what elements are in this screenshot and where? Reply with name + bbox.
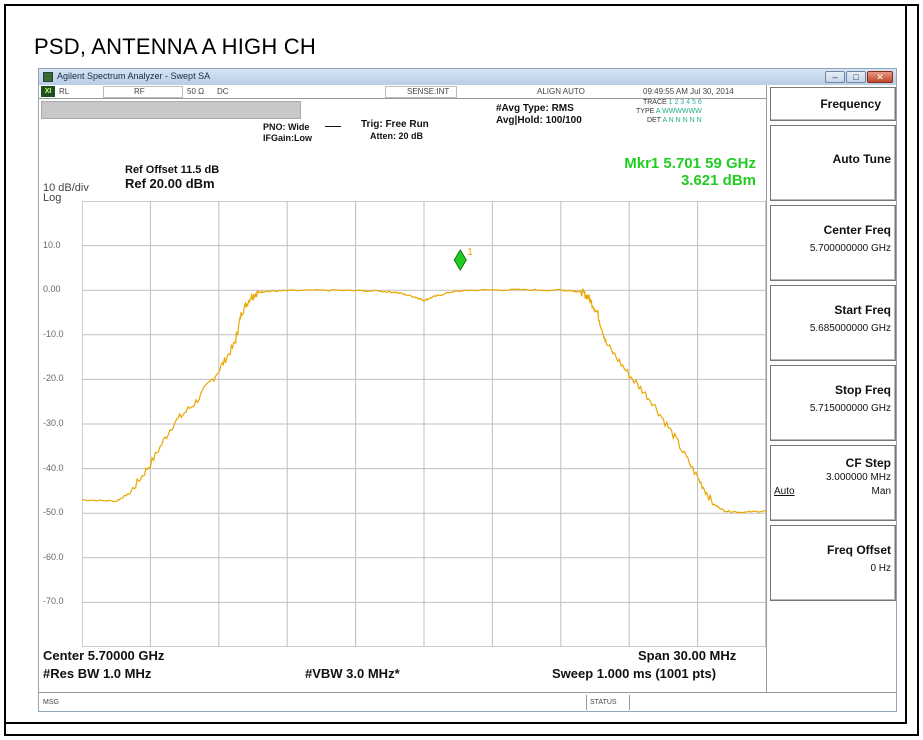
- cf-step-value: 3.000000 MHz: [825, 472, 891, 483]
- trace-numbers: 1 2 3 4 5 6: [668, 99, 702, 106]
- align-indicator: ALIGN AUTO: [537, 87, 585, 96]
- status-row: XI RL RF 50 Ω DC SENSE:INT ALIGN AUTO 09…: [39, 85, 766, 99]
- y-tick-label: -10.0: [43, 328, 64, 339]
- spectrum-plot: 1: [82, 201, 766, 647]
- softkey-header: Frequency: [770, 87, 896, 121]
- trace-label: TRACE: [642, 99, 667, 106]
- entry-bar: [41, 101, 301, 119]
- type-values: A WWWWWW: [655, 108, 702, 115]
- rf-box: [103, 86, 183, 98]
- grid: [82, 201, 766, 647]
- center-frequency: Center 5.70000 GHz: [43, 648, 165, 663]
- type-label: TYPE: [636, 108, 655, 115]
- stop-freq-label: Stop Freq: [835, 383, 891, 397]
- auto-tune-label: Auto Tune: [832, 152, 891, 166]
- marker-diamond-icon[interactable]: [453, 249, 467, 272]
- det-values: A N N N N N: [662, 117, 702, 124]
- y-tick-label: -60.0: [43, 551, 64, 562]
- sense-box: [385, 86, 457, 98]
- maximize-button[interactable]: □: [846, 71, 866, 83]
- timestamp: 09:49:55 AM Jul 30, 2014: [643, 87, 734, 96]
- msg-label: MSG: [43, 699, 59, 706]
- avg-type-setting: #Avg Type: RMS: [496, 103, 574, 114]
- rl-indicator: RL: [59, 87, 70, 96]
- ref-offset: Ref Offset 11.5 dB: [125, 164, 220, 176]
- y-tick-label: -40.0: [43, 462, 64, 473]
- scale-label: 10 dB/div: [43, 182, 89, 194]
- trace-line: [82, 287, 766, 514]
- pno-setting: PNO: Wide: [263, 122, 310, 132]
- page-caption: PSD, ANTENNA A HIGH CH: [34, 34, 316, 59]
- y-tick-label: -20.0: [43, 373, 64, 384]
- close-button[interactable]: ✕: [867, 71, 893, 83]
- freq-offset-button[interactable]: Freq Offset 0 Hz: [770, 525, 896, 601]
- freq-offset-label: Freq Offset: [826, 543, 891, 557]
- start-freq-value: 5.685000000 GHz: [809, 323, 891, 334]
- app-icon: [43, 72, 53, 82]
- log-label: Log: [43, 192, 62, 204]
- marker-number-label: 1: [467, 247, 473, 258]
- cf-step-man[interactable]: Man: [871, 486, 891, 497]
- span: Span 30.00 MHz: [638, 648, 737, 663]
- marker-group: 1: [453, 247, 473, 272]
- inner-frame: [4, 4, 907, 724]
- softkey-header-label: Frequency: [820, 97, 881, 111]
- center-freq-button[interactable]: Center Freq 5.700000000 GHz: [770, 205, 896, 281]
- cf-step-label: CF Step: [845, 456, 891, 470]
- avg-hold-setting: Avg|Hold: 100/100: [496, 115, 582, 126]
- det-label: DET: [647, 117, 661, 124]
- window-title: Agilent Spectrum Analyzer - Swept SA: [57, 71, 211, 81]
- xi-badge: XI: [41, 86, 55, 97]
- vbw: #VBW 3.0 MHz*: [305, 666, 400, 681]
- center-freq-value: 5.700000000 GHz: [809, 243, 891, 254]
- atten-setting: Atten: 20 dB: [370, 131, 424, 141]
- stop-freq-value: 5.715000000 GHz: [809, 403, 891, 414]
- start-freq-label: Start Freq: [834, 303, 891, 317]
- res-bw: #Res BW 1.0 MHz: [43, 666, 152, 681]
- freq-offset-value: 0 Hz: [870, 563, 891, 574]
- status-divider-2: [629, 695, 630, 710]
- y-tick-label: -70.0: [43, 596, 64, 607]
- analyzer-window: Agilent Spectrum Analyzer - Swept SA – □…: [38, 68, 897, 712]
- trace-group: [82, 287, 766, 514]
- minimize-button[interactable]: –: [825, 71, 845, 83]
- impedance-indicator: 50 Ω: [187, 87, 205, 96]
- trace-info: TRACE 1 2 3 4 5 6 TYPE A WWWWWW DET A N …: [636, 98, 702, 125]
- auto-tune-button[interactable]: Auto Tune: [770, 125, 896, 201]
- ifgain-setting: IFGain:Low: [263, 133, 312, 143]
- y-tick-label: 0.00: [43, 284, 61, 295]
- message-bar: MSG STATUS: [39, 692, 896, 711]
- pno-arrow-icon: [325, 126, 341, 127]
- start-freq-button[interactable]: Start Freq 5.685000000 GHz: [770, 285, 896, 361]
- status-label: STATUS: [590, 699, 617, 706]
- ref-level: Ref 20.00 dBm: [125, 176, 215, 191]
- stop-freq-button[interactable]: Stop Freq 5.715000000 GHz: [770, 365, 896, 441]
- center-freq-label: Center Freq: [823, 223, 891, 237]
- marker-level: 3.621 dBm: [680, 172, 756, 189]
- title-bar: Agilent Spectrum Analyzer - Swept SA – □…: [39, 69, 896, 85]
- softkey-panel: Frequency Auto Tune Center Freq 5.700000…: [766, 85, 896, 693]
- trig-setting: Trig: Free Run: [361, 119, 429, 130]
- coupling-indicator: DC: [217, 87, 229, 96]
- y-tick-label: -50.0: [43, 507, 64, 518]
- y-tick-label: -30.0: [43, 418, 64, 428]
- sense-indicator: SENSE:INT: [407, 87, 450, 96]
- rf-indicator: RF: [134, 87, 145, 96]
- status-divider: [586, 695, 587, 710]
- sweep: Sweep 1.000 ms (1001 pts): [552, 666, 717, 681]
- y-tick-label: 10.0: [43, 239, 61, 250]
- cf-step-button[interactable]: CF Step 3.000000 MHz Auto Man: [770, 445, 896, 521]
- marker-frequency: Mkr1 5.701 59 GHz: [624, 155, 756, 172]
- cf-step-auto[interactable]: Auto: [774, 486, 795, 497]
